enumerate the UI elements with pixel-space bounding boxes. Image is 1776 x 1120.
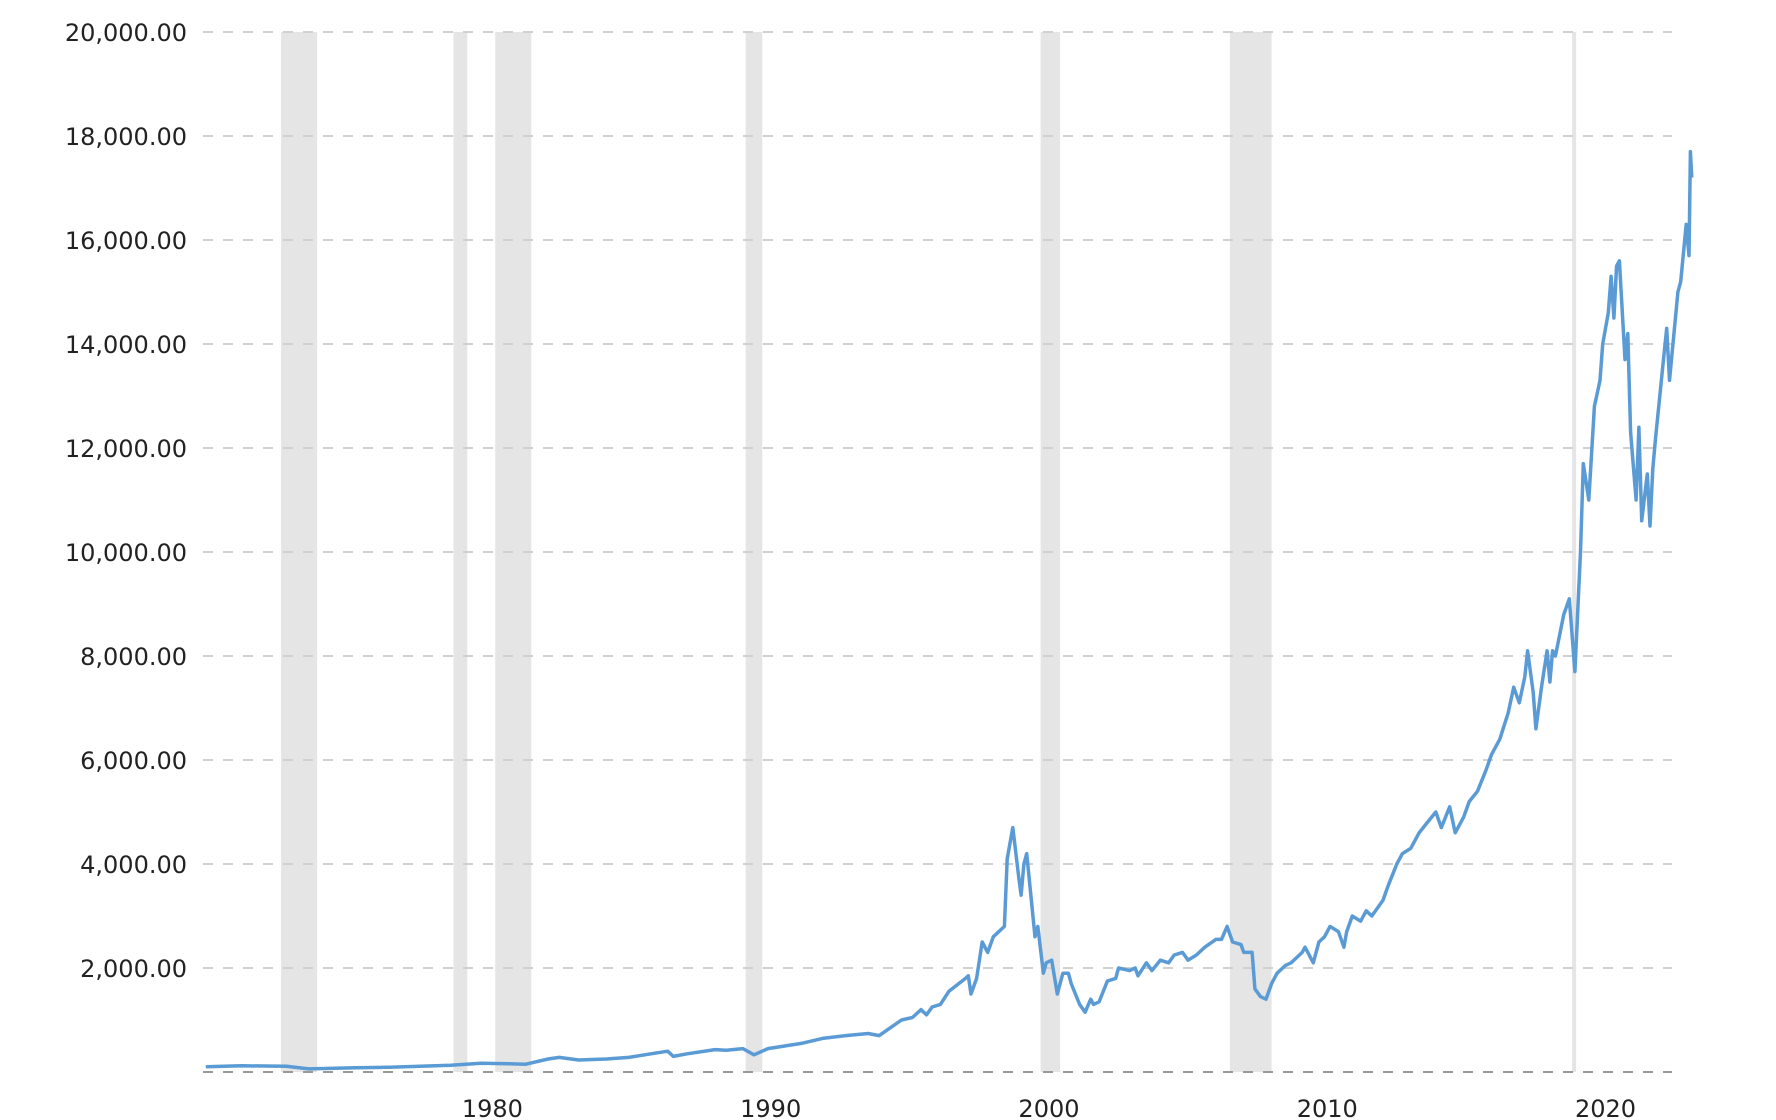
y-tick-label: 16,000.00 <box>65 227 187 255</box>
y-tick-label: 12,000.00 <box>65 435 187 463</box>
y-tick-label: 10,000.00 <box>65 539 187 567</box>
gridlines <box>203 31 1672 1073</box>
x-tick-label: 2000 <box>1018 1095 1079 1120</box>
y-tick-label: 20,000.00 <box>65 19 187 47</box>
recession-band <box>1572 32 1577 1072</box>
y-tick-label: 4,000.00 <box>80 851 187 879</box>
y-tick-label: 2,000.00 <box>80 955 187 983</box>
x-tick-label: 2020 <box>1575 1095 1636 1120</box>
series-line <box>205 149 1694 1071</box>
x-axis: 1980 1990 2000 2010 2020 <box>462 1095 1636 1120</box>
x-tick-label: 1990 <box>740 1095 801 1120</box>
y-tick-label: 8,000.00 <box>80 643 187 671</box>
y-axis: 2,000.00 4,000.00 6,000.00 8,000.00 10,000.0… <box>65 19 187 983</box>
recession-band <box>745 32 763 1072</box>
y-tick-label: 6,000.00 <box>80 747 187 775</box>
y-tick-label: 18,000.00 <box>65 123 187 151</box>
x-tick-label: 2010 <box>1297 1095 1358 1120</box>
x-tick-label: 1980 <box>462 1095 523 1120</box>
recession-band <box>453 32 468 1072</box>
y-tick-label: 14,000.00 <box>65 331 187 359</box>
